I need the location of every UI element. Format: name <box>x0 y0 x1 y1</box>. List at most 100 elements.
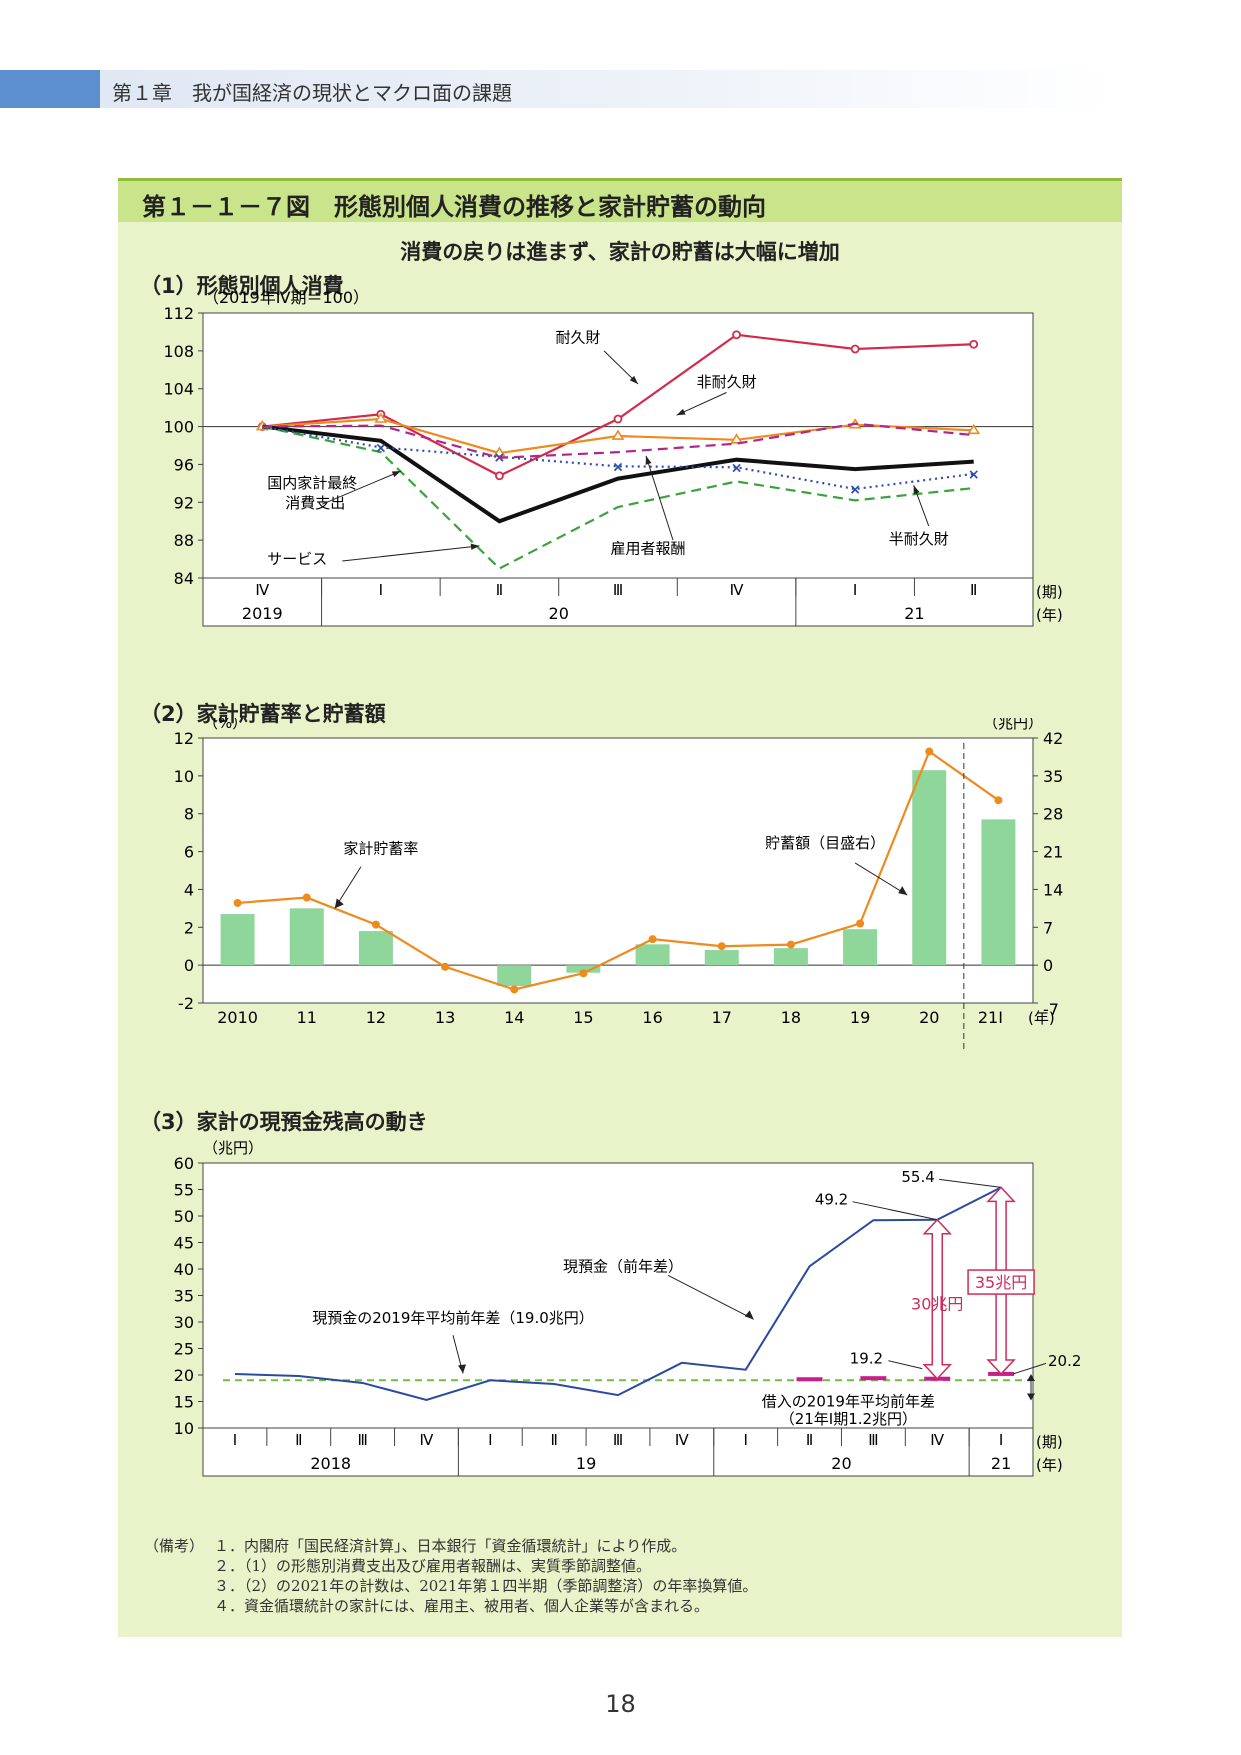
bar <box>981 819 1016 966</box>
data-point: × <box>849 482 861 498</box>
annotation-arrowhead <box>645 455 652 465</box>
x-tick-label: 16 <box>642 1008 662 1027</box>
x-tick-label: Ⅳ <box>420 1431 434 1449</box>
annotation-leader <box>1012 1362 1047 1375</box>
x-tick-label: Ⅰ <box>379 581 383 599</box>
annotation-leader <box>888 1360 923 1370</box>
data-point <box>374 412 388 423</box>
y-tick-label: 4 <box>184 880 194 899</box>
y-tick-label: 84 <box>174 569 194 588</box>
annotation-leader <box>852 1201 938 1221</box>
data-point <box>786 940 795 949</box>
borrowing-marker <box>860 1376 887 1381</box>
data-point <box>302 893 311 902</box>
x-tick-label: Ⅳ <box>675 1431 689 1449</box>
bar <box>289 908 324 966</box>
year-label: 21 <box>904 604 924 623</box>
y-tick-label: 60 <box>174 1154 194 1173</box>
x-tick-label: 17 <box>712 1008 732 1027</box>
y2-tick-label: -7 <box>1043 1000 1059 1019</box>
note-row: ３．（2）の2021年の計数は、2021年第１四半期（季節調整済）の年率換算値。 <box>214 1577 758 1595</box>
y2-unit-label: （兆円） <box>983 718 1043 732</box>
x-tick-label: Ⅰ <box>233 1431 237 1449</box>
y2-tick-label: 14 <box>1043 880 1063 899</box>
series-line <box>262 425 974 570</box>
y-tick-label: 6 <box>184 843 194 862</box>
point-label: 49.2 <box>815 1190 848 1208</box>
chapter-accent <box>0 70 100 108</box>
y-tick-label: 10 <box>174 767 194 786</box>
annotation-label: 非耐久財 <box>697 373 757 391</box>
x-tick-label: 21Ⅰ <box>978 1008 1003 1027</box>
x-tick-label: 14 <box>504 1008 524 1027</box>
annotation-arrowhead <box>334 898 344 909</box>
annotation-label: 借入の2019年平均前年差 <box>762 1392 935 1410</box>
annotation-label: 半耐久財 <box>889 530 949 548</box>
chapter-title: 第１章 我が国経済の現状とマクロ面の課題 <box>112 81 512 105</box>
y-tick-label: 12 <box>174 729 194 748</box>
annotation-leader <box>342 545 480 562</box>
data-point: × <box>612 459 624 475</box>
x-tick-label: 13 <box>435 1008 455 1027</box>
x-tick-label: Ⅱ <box>806 1431 813 1449</box>
data-point <box>967 423 981 435</box>
annotation-leader <box>645 455 674 541</box>
y-tick-label: 100 <box>163 418 194 437</box>
x-tick-label: Ⅳ <box>255 581 269 599</box>
annotation-label: 家計貯蓄率 <box>343 839 418 857</box>
y-tick-label: 20 <box>174 1366 194 1385</box>
x-tick-label: Ⅰ <box>999 1431 1003 1449</box>
annotation-leader <box>667 1274 754 1320</box>
annotation-label: 消費支出 <box>285 494 345 512</box>
year-label: 20 <box>549 604 569 623</box>
x-tick-label: 19 <box>850 1008 870 1027</box>
annotation-label: 国内家計最終 <box>267 474 357 492</box>
point-label: 19.2 <box>850 1349 883 1367</box>
annotation-arrowhead <box>1027 1393 1035 1401</box>
data-point <box>579 969 588 978</box>
borrowing-marker <box>796 1377 823 1382</box>
figure-panel: 第１－１－７図 形態別個人消費の推移と家計貯蓄の動向 消費の戻りは進まず、家計の… <box>118 178 1122 1637</box>
chart3-title: （3）家計の現預金残高の動き <box>140 1110 428 1134</box>
data-point: × <box>731 460 743 476</box>
y-tick-label: 92 <box>174 493 194 512</box>
x-tick-label: Ⅰ <box>743 1431 747 1449</box>
chapter-header: 第１章 我が国経済の現状とマクロ面の課題 <box>0 70 1110 108</box>
data-point <box>969 339 979 349</box>
consumption-chart: 84 88 92 96 100 104 108 112 （2019年Ⅳ期＝100） Ⅳ Ⅰ Ⅱ Ⅲ Ⅳ Ⅰ Ⅱ… <box>163 288 1063 627</box>
plot-area <box>202 1162 1034 1429</box>
difference-label-box <box>967 1269 1035 1295</box>
annotation-arrowhead <box>470 543 480 550</box>
annotation-arrowhead <box>629 375 638 384</box>
data-point <box>613 414 623 424</box>
y-unit-label: （兆円） <box>203 1139 263 1157</box>
y-tick-label: 35 <box>174 1287 194 1306</box>
x-tick-label: 20 <box>919 1008 939 1027</box>
year-unit-label: (年) <box>1036 1456 1063 1474</box>
y-unit-label: （%） <box>203 718 247 732</box>
data-point <box>730 433 744 444</box>
annotation-label: 現預金（前年差） <box>563 1258 683 1276</box>
data-point <box>732 330 741 340</box>
x-tick-label: Ⅲ <box>613 1431 623 1449</box>
figure-subtitle: 消費の戻りは進まず、家計の貯蓄は大幅に増加 <box>400 240 840 264</box>
bar <box>566 965 601 973</box>
y-tick-label: 108 <box>163 342 194 361</box>
annotation-arrowhead <box>391 471 401 478</box>
y-tick-label: 50 <box>174 1207 194 1226</box>
annotation-label: 貯蓄額（目盛右） <box>765 834 885 852</box>
y-tick-label: -2 <box>178 994 194 1013</box>
x-tick-label: Ⅱ <box>295 1431 302 1449</box>
x-tick-label: Ⅰ <box>853 581 857 599</box>
difference-label: 35兆円 <box>975 1273 1027 1292</box>
y-tick-label: 96 <box>174 455 194 474</box>
annotation-leader <box>854 862 908 896</box>
annotation-arrowhead <box>676 408 686 416</box>
deposits-chart: 10 15 20 25 30 35 40 45 50 55 60 （兆円） Ⅰ Ⅱ Ⅲ Ⅳ Ⅰ Ⅱ Ⅲ Ⅳ Ⅰ Ⅱ Ⅲ Ⅳ Ⅰ 2… <box>174 1139 1081 1477</box>
year-label: 2019 <box>242 604 283 623</box>
x-tick-label: Ⅲ <box>868 1431 878 1449</box>
data-point <box>850 344 860 354</box>
annotation-label: （21年Ⅰ期1.2兆円） <box>780 1410 917 1428</box>
year-label: 2018 <box>310 1454 351 1473</box>
difference-arrow <box>922 1218 952 1380</box>
